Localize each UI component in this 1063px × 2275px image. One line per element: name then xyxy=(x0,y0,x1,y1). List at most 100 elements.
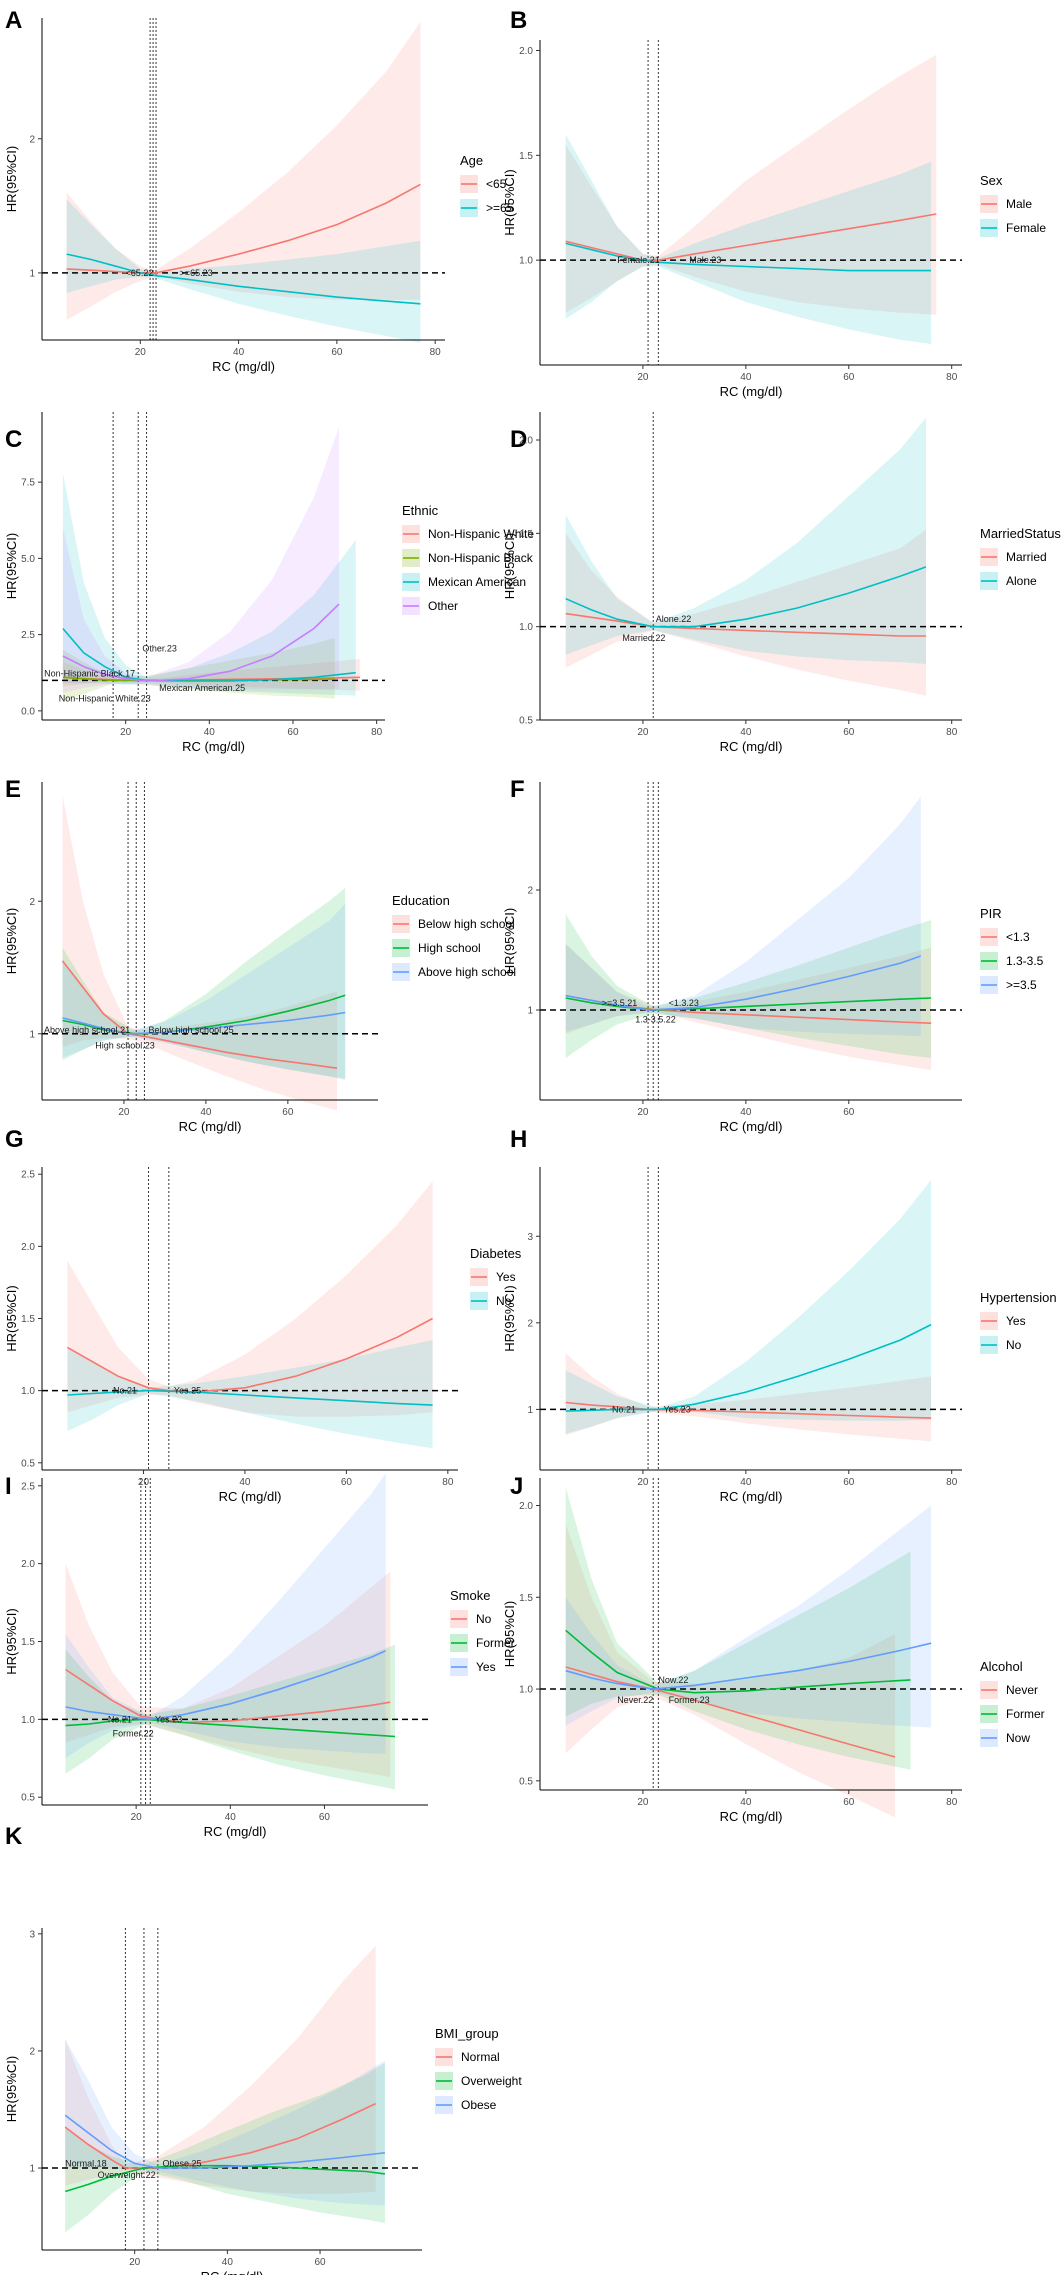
panel-i-annotation-1: Yes.23 xyxy=(155,1714,182,1724)
panel-b-series-line-1 xyxy=(565,242,932,272)
panel-h-annotation-0: No.21 xyxy=(612,1404,636,1414)
panel-j-series-line-0 xyxy=(565,1666,896,1758)
panel-a-x-tick-label-1: 40 xyxy=(233,347,245,358)
panel-h-x-tick-label-3: 80 xyxy=(946,1477,958,1488)
panel-k: K Normal.18 Obese.25 Overweight.22 20 40 60 1 2 3… xyxy=(4,1823,522,2275)
panel-d-x-tick-label-0: 20 xyxy=(637,727,649,738)
panel-f-legend-label-0: <1.3 xyxy=(1006,930,1030,944)
panel-i-y-axis-title: HR(95%CI) xyxy=(4,1608,19,1674)
panel-a-legend-label-1: >=65 xyxy=(486,201,514,215)
panel-k-annotation-1: Obese.25 xyxy=(162,2158,201,2168)
panel-b-y-tick-label-1: 1.5 xyxy=(519,151,533,162)
panel-i-x-axis-title: RC (mg/dl) xyxy=(204,1824,267,1839)
panel-e-annotation-1: High school.23 xyxy=(95,1041,155,1051)
panel-d-y-tick-label-0: 0.5 xyxy=(519,716,533,727)
panel-h-annotation-1: Yes.23 xyxy=(664,1404,691,1414)
panel-b-x-axis-title: RC (mg/dl) xyxy=(720,384,783,399)
panel-i-series-line-1 xyxy=(65,1718,396,1738)
panel-g-ci-band-1 xyxy=(67,1340,433,1449)
panel-a-x-axis-title: RC (mg/dl) xyxy=(212,359,275,374)
panel-f-annotation-1: <1.3.23 xyxy=(669,998,699,1008)
panel-b-annotation-1: Male.23 xyxy=(689,255,721,265)
panel-b-x-tick-label-2: 60 xyxy=(843,372,855,383)
panel-j-annotation-2: Former.23 xyxy=(669,1695,710,1705)
panel-d-annotation-1: Married.22 xyxy=(622,633,665,643)
panel-j-x-tick-label-0: 20 xyxy=(637,1797,649,1808)
panel-k-x-tick-label-2: 60 xyxy=(314,2257,326,2268)
panel-e-x-tick-label-0: 20 xyxy=(118,1107,130,1118)
panel-g-annotation-0: No.21 xyxy=(113,1386,137,1396)
panel-f-legend-label-2: >=3.5 xyxy=(1006,978,1037,992)
panel-a-y-tick-label-1: 2 xyxy=(29,134,35,145)
panel-b-x-tick-label-0: 20 xyxy=(637,372,649,383)
panel-j-legend-label-1: Former xyxy=(1006,1707,1045,1721)
panel-j-legend-title: Alcohol xyxy=(980,1659,1023,1674)
panel-c-y-tick-label-0: 0.0 xyxy=(21,706,35,717)
panel-i-y-tick-label-3: 2.0 xyxy=(21,1559,35,1570)
panel-d-x-tick-label-1: 40 xyxy=(740,727,752,738)
panel-i-annotation-2: Former.22 xyxy=(113,1728,154,1738)
panel-j-annotation-0: Now.22 xyxy=(658,1675,688,1685)
panel-i-y-tick-label-4: 2.5 xyxy=(21,1481,35,1492)
panel-f-annotation-0: >=3.5.21 xyxy=(602,998,638,1008)
panel-k-ci-band-1 xyxy=(65,2062,385,2233)
panel-k-legend: BMI_group Normal Overweight Obese xyxy=(435,2026,522,2114)
panel-k-annotation-0: Normal.18 xyxy=(65,2158,107,2168)
panel-f-letter: F xyxy=(510,776,525,803)
panel-e-ci-band-1 xyxy=(62,888,346,1079)
panel-j-x-tick-label-1: 40 xyxy=(740,1797,752,1808)
panel-f-x-axis-title: RC (mg/dl) xyxy=(720,1119,783,1134)
panel-c-x-tick-label-0: 20 xyxy=(120,727,132,738)
panel-g-x-axis-title: RC (mg/dl) xyxy=(219,1489,282,1504)
panel-b-y-axis-title: HR(95%CI) xyxy=(502,169,517,235)
panel-i-y-tick-label-1: 1.0 xyxy=(21,1715,35,1726)
panel-c: C Non-Hispanic Black.17 Non-Hispanic White… xyxy=(4,412,534,754)
panel-d-series-line-0 xyxy=(565,612,926,637)
panel-b-ci-band-0 xyxy=(565,54,937,315)
panel-d-y-axis-title: HR(95%CI) xyxy=(502,533,517,599)
panel-j-legend: Alcohol Never Former Now xyxy=(980,1659,1045,1747)
panel-j-x-tick-label-3: 80 xyxy=(946,1797,958,1808)
panel-g: G No.21 Yes.25 20 40 60 80 0.5 1.0 1.5 2.0 2.5 RC (m… xyxy=(4,1126,522,1504)
panel-g-legend-label-0: Yes xyxy=(496,1270,516,1284)
panel-i-letter: I xyxy=(5,1473,12,1500)
panel-j-y-tick-label-2: 1.5 xyxy=(519,1593,533,1604)
panel-e-series-line-2 xyxy=(62,1011,346,1035)
panel-b-x-tick-label-3: 80 xyxy=(946,372,958,383)
panel-g-x-tick-label-0: 20 xyxy=(138,1477,150,1488)
panel-c-annotation-0: Non-Hispanic Black.17 xyxy=(44,669,135,679)
panel-h: H No.21 Yes.23 20 40 60 80 1 2 3 RC (mg/dl) HR(95%C… xyxy=(502,1126,1057,1504)
panel-h-y-tick-label-2: 3 xyxy=(527,1232,533,1243)
panel-e-y-axis-title: HR(95%CI) xyxy=(4,908,19,974)
panel-g-y-tick-label-4: 2.5 xyxy=(21,1170,35,1181)
panel-a-legend-label-0: <65 xyxy=(486,177,507,191)
panel-e: E Above high school.21 High school.23 Below… xyxy=(4,776,516,1134)
panel-d-x-tick-label-2: 60 xyxy=(843,727,855,738)
panel-b-legend-label-1: Female xyxy=(1006,221,1046,235)
panel-i-legend-label-2: Yes xyxy=(476,1660,496,1674)
panel-i-ci-band-0 xyxy=(65,1563,391,1777)
panel-f-x-tick-label-1: 40 xyxy=(740,1107,752,1118)
panel-g-y-axis-title: HR(95%CI) xyxy=(4,1285,19,1351)
panel-c-legend-title: Ethnic xyxy=(402,503,439,518)
panel-d-ci-band-0 xyxy=(565,529,926,696)
panel-j-series-line-1 xyxy=(565,1629,911,1694)
panel-f: F >=3.5.21 <1.3.23 1.3-3.5.22 20 40 60 1 2 RC (mg… xyxy=(502,776,1044,1134)
panel-b: B Female.21 Male.23 20 40 60 80 1.0 1.5 2.0 RC (mg… xyxy=(502,7,1046,399)
panel-k-x-tick-label-0: 20 xyxy=(129,2257,141,2268)
panel-c-y-axis-title: HR(95%CI) xyxy=(4,533,19,599)
panel-d-annotation-0: Alone.22 xyxy=(656,614,692,624)
panel-g-letter: G xyxy=(5,1126,24,1153)
panel-h-x-tick-label-1: 40 xyxy=(740,1477,752,1488)
panel-j: J Now.22 Never.22 Former.23 20 40 60 80 0.5 1.0 1.… xyxy=(502,1473,1045,1824)
panel-d: D Alone.22 Married.22 20 40 60 80 0.5 1.0 1.5 2.0 R… xyxy=(502,412,1061,754)
panel-h-y-tick-label-1: 2 xyxy=(527,1318,533,1329)
panel-e-x-axis-title: RC (mg/dl) xyxy=(179,1119,242,1134)
panel-b-annotation-0: Female.21 xyxy=(617,255,660,265)
panel-i-x-tick-label-1: 40 xyxy=(225,1812,237,1823)
panel-b-y-tick-label-0: 1.0 xyxy=(519,256,533,267)
panel-f-y-tick-label-1: 2 xyxy=(527,886,533,897)
panel-k-y-axis-title: HR(95%CI) xyxy=(4,2056,19,2122)
